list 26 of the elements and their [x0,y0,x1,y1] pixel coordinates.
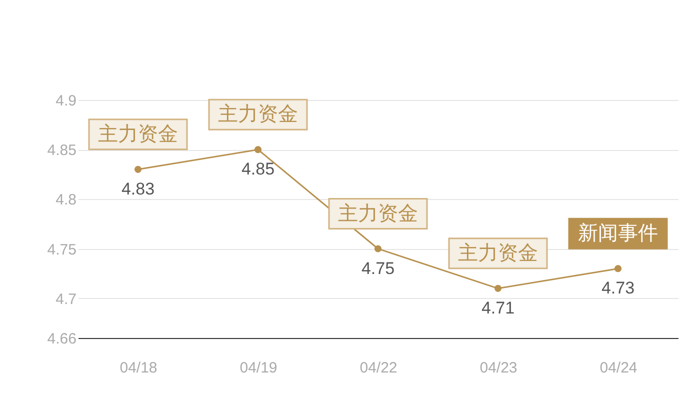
y-tick-label: 4.66 [47,330,76,348]
y-tick-label: 4.75 [47,241,76,258]
x-tick-label: 04/23 [480,360,518,376]
y-tick-label: 4.9 [56,92,76,110]
y-tick-label: 4.7 [56,290,76,308]
annotation: 新闻事件 [578,222,658,245]
annotation: 主力资金 [338,202,418,225]
data-label: 4.83 [121,179,155,198]
x-tick-label: 04/18 [120,360,158,376]
data-label: 4.75 [361,258,395,278]
data-label: 4.85 [241,160,275,179]
x-tick-label: 04/19 [240,360,278,376]
x-tick-label: 04/24 [600,360,638,376]
y-tick-label: 4.85 [47,142,76,160]
point [494,284,502,292]
annotation: 主力资金 [98,122,178,146]
annotation: 主力资金 [218,102,298,126]
x-tick-label: 04/22 [360,360,398,376]
data-label: 4.73 [601,278,635,298]
data-label: 4.71 [481,298,515,318]
point [614,265,622,272]
y-tick-label: 4.8 [56,192,76,209]
point [374,245,382,252]
annotation: 主力资金 [458,241,538,264]
point [254,146,262,154]
point [134,166,142,173]
